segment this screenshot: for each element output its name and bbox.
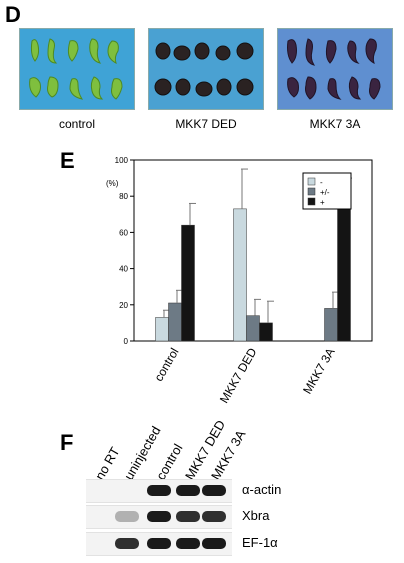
legend-swatch	[307, 177, 316, 186]
photo-label-mkk7-3a: MKK7 3A	[309, 117, 361, 131]
gel-band	[147, 485, 171, 496]
bar-0-0	[155, 317, 169, 342]
bar-0-1	[168, 302, 182, 342]
gel-band	[202, 511, 226, 522]
gel-band	[176, 511, 200, 522]
y-tick-label: 20	[119, 301, 128, 310]
gel-band	[176, 538, 200, 549]
gel-row	[86, 532, 232, 556]
gel-band	[202, 485, 226, 496]
legend-label: -	[320, 178, 323, 187]
photo-label-control: control	[58, 117, 96, 131]
y-tick-label: 40	[119, 265, 128, 274]
gel-row-label: EF-1α	[242, 535, 278, 550]
legend-label: +/-	[320, 188, 330, 197]
embryo-photo-control	[19, 28, 135, 110]
gel-band	[115, 538, 139, 549]
gel-band	[147, 511, 171, 522]
gel-band	[147, 538, 171, 549]
gel-row	[86, 479, 232, 503]
y-tick-label: 60	[119, 228, 128, 237]
bar-1-1	[246, 315, 260, 342]
y-tick-label: 0	[124, 337, 129, 346]
panel-f-letter: F	[60, 430, 74, 455]
embryo-photo-mkk7-ded	[148, 28, 264, 110]
bar-1-2	[259, 322, 273, 342]
bar-2-2	[337, 194, 351, 342]
bar-2-1	[324, 308, 338, 342]
gel-band	[115, 511, 139, 522]
bar-chart: 0 20 40 60 80 100 (%) control MKK7 DED MKK7 3A -+/…	[106, 156, 373, 406]
y-tick-label: 80	[119, 192, 128, 201]
lane-label: no RT	[92, 444, 123, 483]
legend-swatch	[307, 187, 316, 196]
gel-row	[86, 505, 232, 529]
panel-d-letter: D	[5, 2, 21, 27]
panel-e-letter: E	[60, 148, 75, 173]
category-label: control	[151, 346, 181, 384]
bar-1-0	[233, 208, 247, 342]
category-label: MKK7 DED	[217, 345, 260, 405]
y-axis-label: (%)	[106, 179, 119, 188]
lane-label: control	[153, 441, 186, 483]
embryo-photo-mkk7-3a	[277, 28, 393, 110]
gel-row-label: α-actin	[242, 482, 282, 497]
gel-band	[202, 538, 226, 549]
category-label: MKK7 3A	[300, 346, 337, 397]
photo-label-mkk7-ded: MKK7 DED	[175, 117, 237, 131]
gel-row-label: Xbra	[242, 508, 270, 523]
gel-band	[176, 485, 200, 496]
bar-0-2	[181, 224, 195, 342]
legend-swatch	[307, 197, 316, 206]
y-tick-label: 100	[115, 156, 129, 165]
legend-label: +	[320, 198, 325, 207]
